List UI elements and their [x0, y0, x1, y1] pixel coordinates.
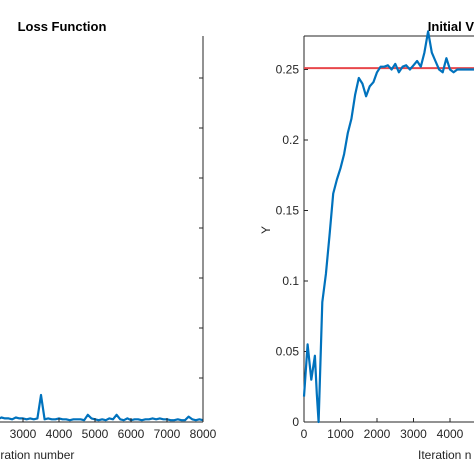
value-series-line [302, 30, 474, 424]
value-x-tick-label: 0 [301, 427, 308, 441]
value-y-tick-label: 0.25 [276, 63, 300, 77]
loss-x-tick-label: 6000 [118, 427, 145, 441]
value-y-tick-label: 0 [292, 415, 299, 429]
value-x-tick-label: 3000 [400, 427, 427, 441]
value-y-tick-label: 0.15 [276, 204, 300, 218]
value-x-axis-label: Iteration n [418, 448, 471, 462]
value-x-tick-label: 1000 [327, 427, 354, 441]
loss-x-tick-label: 5000 [82, 427, 109, 441]
loss-chart-title: Loss Function [18, 19, 107, 34]
loss-x-tick-label: 4000 [46, 427, 73, 441]
loss-series-line [0, 393, 204, 422]
loss-x-tick-label: 3000 [10, 427, 37, 441]
loss-x-tick-label: 2000 [0, 427, 1, 441]
value-y-tick-label: 0.05 [276, 345, 300, 359]
loss-x-axis-label: Iteration number [0, 448, 74, 462]
value-y-tick-label: 0.1 [282, 274, 299, 288]
loss-x-tick-label: 8000 [190, 427, 217, 441]
value-chart-title: Initial V [428, 19, 474, 34]
loss-x-tick-label: 7000 [154, 427, 181, 441]
value-y-axis-label: Y [259, 226, 273, 234]
loss-chart: Loss Function 00020003000400050006000700… [0, 19, 217, 462]
value-x-tick-label: 2000 [364, 427, 391, 441]
value-y-tick-label: 0.2 [282, 133, 299, 147]
value-x-tick-label: 4000 [437, 427, 464, 441]
value-chart: Initial V 0 0.05 0.1 0.15 0.2 0.25 0 1000 2000 3… [259, 19, 474, 462]
